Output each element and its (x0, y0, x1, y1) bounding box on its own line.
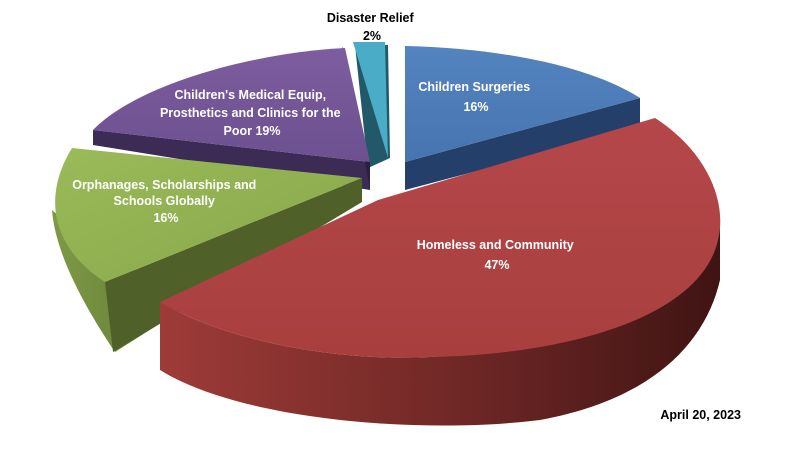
label-disaster-relief: Disaster Relief 2% (327, 11, 417, 43)
slice-children-surgeries (405, 46, 640, 190)
slice-disaster-relief (353, 42, 390, 168)
label-children-surgeries: Children Surgeries 16% (418, 80, 533, 114)
slice-labels: Disaster Relief 2% Children Surgeries 16… (72, 11, 577, 272)
label-homeless-community: Homeless and Community 47% (417, 238, 577, 272)
label-orphanages: Orphanages, Scholarships and Schools Glo… (72, 178, 260, 225)
slice-homeless-community (160, 118, 721, 426)
date-label: April 20, 2023 (660, 408, 741, 422)
label-childrens-medical: Children's Medical Equip, Prosthetics an… (160, 88, 344, 138)
